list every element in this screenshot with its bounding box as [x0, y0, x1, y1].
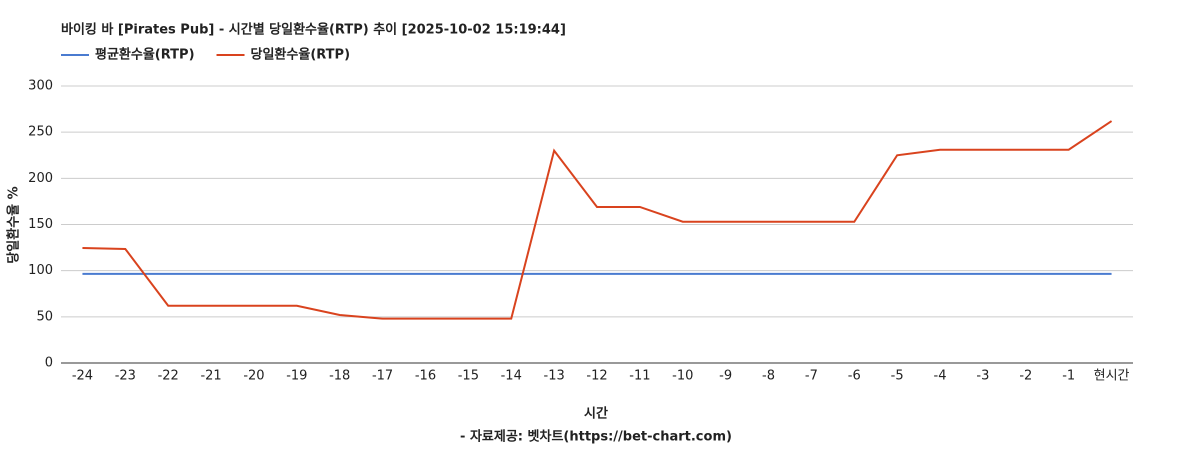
x-tick-label: -17: [372, 369, 393, 384]
series-line: [82, 120, 1113, 320]
y-axis-title: 당일환수율 %: [6, 186, 22, 263]
x-tick-label: -18: [329, 369, 350, 384]
x-tick-label: -19: [286, 369, 307, 384]
x-tick-label: 현시간: [1094, 369, 1130, 384]
x-tick-label: -12: [586, 369, 607, 384]
y-tick-label: 100: [28, 263, 53, 278]
x-tick-label: -9: [719, 369, 732, 384]
x-tick-label: -5: [891, 369, 904, 384]
y-tick-label: 250: [28, 125, 53, 140]
x-axis-title: 시간: [584, 406, 608, 422]
x-tick-label: -21: [200, 369, 221, 384]
x-tick-label: -11: [629, 369, 650, 384]
x-tick-label: -6: [848, 369, 861, 384]
y-tick-label: 200: [28, 171, 53, 186]
y-tick-label: 300: [28, 79, 53, 94]
x-tick-label: -22: [158, 369, 179, 384]
caption: - 자료제공: 벳차트(https://bet-chart.com): [460, 429, 732, 445]
chart-title: 바이킹 바 [Pirates Pub] - 시간별 당일환수율(RTP) 추이 …: [61, 22, 566, 38]
x-tick-label: -8: [762, 369, 775, 384]
x-tick-label: -3: [976, 369, 989, 384]
legend-label: 당일환수율(RTP): [251, 47, 351, 63]
x-tick-label: -13: [544, 369, 565, 384]
x-tick-label: -15: [458, 369, 479, 384]
x-tick-label: -20: [243, 369, 264, 384]
x-tick-label: -7: [805, 369, 818, 384]
y-tick-label: 0: [45, 356, 53, 371]
x-tick-label: -24: [72, 369, 93, 384]
x-tick-label: -14: [501, 369, 522, 384]
legend-label: 평균환수율(RTP): [95, 47, 195, 63]
x-tick-label: -23: [115, 369, 136, 384]
x-tick-label: -1: [1062, 369, 1075, 384]
x-tick-label: -16: [415, 369, 436, 384]
y-tick-label: 150: [28, 217, 53, 232]
x-tick-label: -2: [1019, 369, 1032, 384]
y-tick-label: 50: [36, 309, 53, 324]
x-tick-label: -10: [672, 369, 693, 384]
x-tick-label: -4: [934, 369, 947, 384]
